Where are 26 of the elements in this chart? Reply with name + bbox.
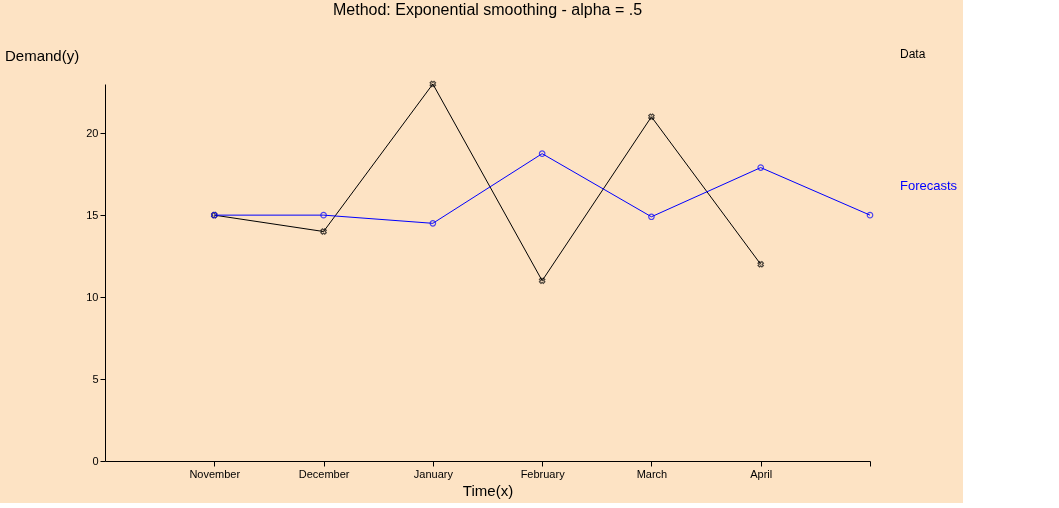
point	[648, 213, 655, 221]
point	[429, 219, 437, 227]
point	[538, 277, 546, 285]
y-tick-label: 10	[86, 290, 99, 303]
point	[757, 260, 765, 268]
chart-title: Method: Exponential smoothing - alpha = .5	[332, 1, 643, 18]
point	[429, 80, 437, 88]
x-axis-title: Time(x)	[462, 481, 514, 499]
x-tick-label: March	[636, 467, 668, 480]
y-tick-label: 5	[92, 372, 99, 385]
x-tick-label: November	[189, 467, 241, 480]
y-tick-label: 20	[86, 126, 99, 139]
x-tick-label: February	[520, 467, 566, 480]
y-tick-label: 15	[86, 208, 99, 221]
point	[320, 211, 327, 219]
point	[538, 150, 546, 157]
x-tick-label: December	[298, 467, 350, 480]
point	[648, 113, 655, 121]
point	[757, 164, 765, 171]
text: Data	[900, 47, 926, 61]
point	[320, 228, 327, 235]
x-tick-label: January	[413, 467, 454, 480]
text: Forecasts	[900, 178, 958, 193]
y-tick-label: 0	[92, 454, 99, 467]
y-axis-title: Demand(y)	[5, 47, 80, 64]
x-tick-label: April	[750, 467, 773, 480]
